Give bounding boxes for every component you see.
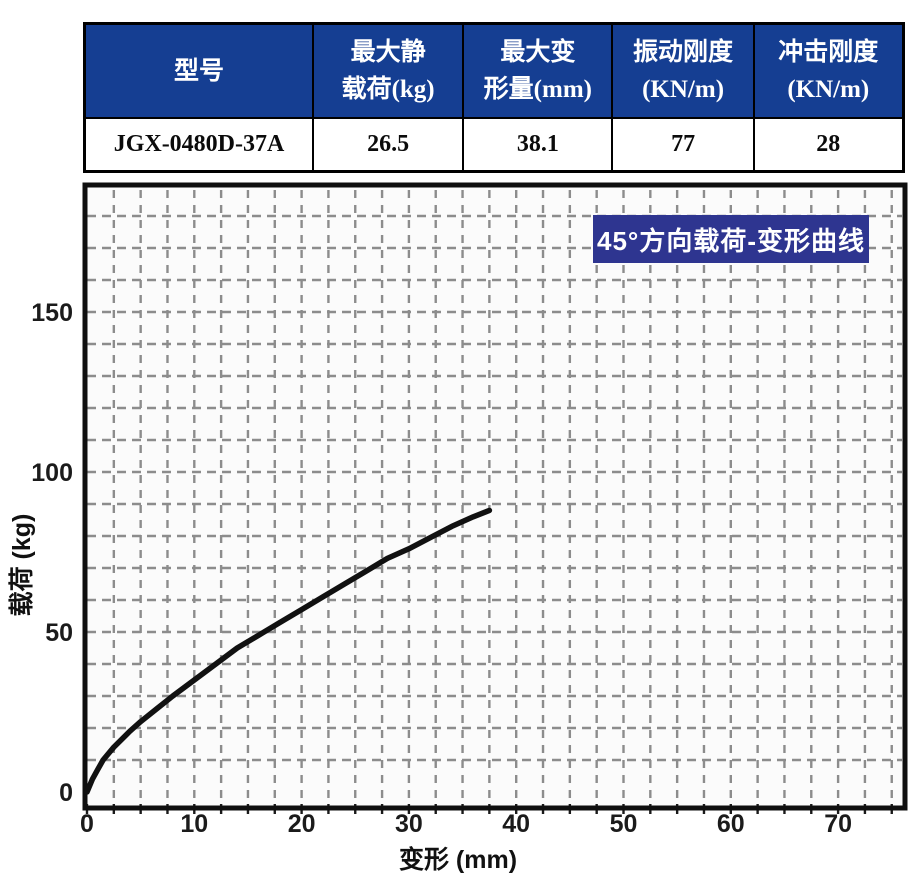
x-tick-label: 40	[502, 810, 530, 838]
spec-table-data-row: JGX-0480D-37A 26.5 38.1 77 28	[86, 117, 902, 170]
header-model-label: 型号	[174, 57, 225, 85]
cell-impact-stiffness: 28	[752, 119, 902, 170]
x-tick-label: 50	[610, 810, 638, 838]
spec-table-header-row: 型号 最大静 载荷(kg) 最大变 形量(mm) 振动刚度 (KN/m) 冲击刚…	[86, 25, 902, 117]
plot-area	[85, 185, 905, 808]
plot-frame	[82, 182, 908, 811]
header-impact-stiffness: 冲击刚度 (KN/m)	[752, 25, 902, 117]
header-max-static-load: 最大静 载荷(kg)	[312, 25, 462, 117]
header-vibration-stiffness: 振动刚度 (KN/m)	[611, 25, 752, 117]
y-tick-label: 100	[31, 459, 73, 487]
cell-model: JGX-0480D-37A	[113, 131, 285, 157]
x-tick-label: 60	[717, 810, 745, 838]
y-tick-label: 0	[59, 779, 73, 807]
x-tick-label: 30	[395, 810, 423, 838]
spec-table: 型号 最大静 载荷(kg) 最大变 形量(mm) 振动刚度 (KN/m) 冲击刚…	[83, 22, 905, 173]
chart-title-badge: 45°方向载荷-变形曲线	[593, 215, 869, 263]
y-tick-label: 150	[31, 299, 73, 327]
x-tick-label: 70	[824, 810, 852, 838]
cell-vibration-stiffness: 77	[611, 119, 752, 170]
load-curve	[84, 507, 493, 795]
x-tick-label: 10	[180, 810, 208, 838]
header-max-deformation: 最大变 形量(mm)	[462, 25, 611, 117]
y-axis-title: 载荷 (kg)	[8, 514, 36, 617]
cell-max-static-load: 26.5	[312, 119, 462, 170]
cell-max-deformation: 38.1	[462, 119, 611, 170]
x-tick-label: 0	[80, 810, 94, 838]
header-model: 型号	[86, 25, 312, 117]
x-tick-label: 20	[288, 810, 316, 838]
y-tick-label: 50	[45, 619, 73, 647]
load-deformation-chart: 载荷 (kg) 变形 (mm) 0 10 20 30 40 50 60 70 0 50 100 150	[8, 182, 908, 874]
x-axis-title: 变形 (mm)	[399, 845, 517, 874]
